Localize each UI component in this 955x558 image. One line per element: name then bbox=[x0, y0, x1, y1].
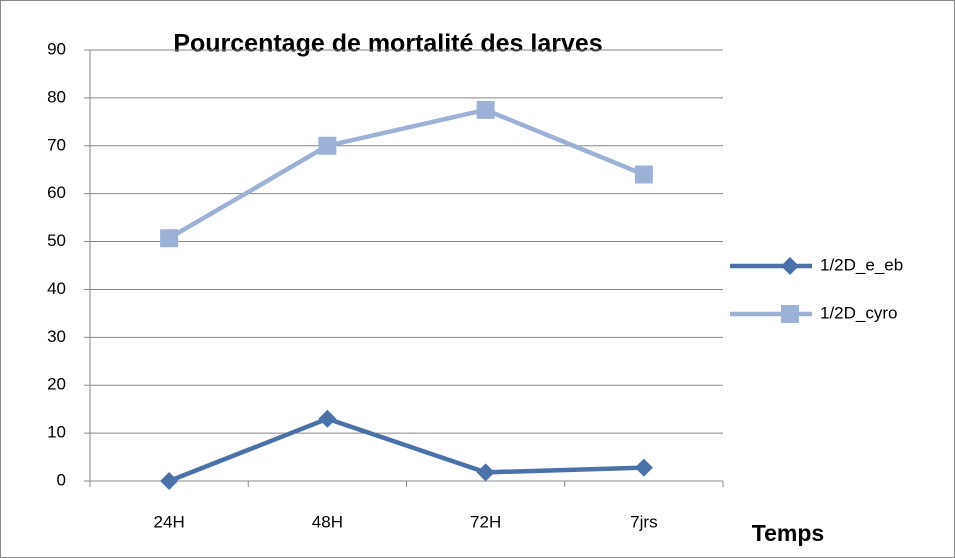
marker bbox=[160, 229, 179, 248]
marker bbox=[160, 472, 179, 490]
legend-label: 1/2D_cyro bbox=[820, 303, 897, 322]
y-tick-label: 10 bbox=[47, 423, 66, 442]
y-tick-label: 50 bbox=[47, 231, 66, 250]
line bbox=[168, 416, 644, 484]
marker bbox=[634, 458, 653, 477]
x-tick-label: 7jrs bbox=[630, 512, 657, 531]
marker bbox=[781, 305, 799, 323]
line bbox=[167, 107, 645, 241]
y-tick-label: 70 bbox=[47, 135, 66, 154]
y-tick-label: 30 bbox=[47, 327, 66, 346]
chart-title: Pourcentage de mortalité des larves bbox=[173, 30, 602, 58]
marker bbox=[476, 100, 495, 119]
y-tick-label: 80 bbox=[47, 87, 66, 106]
y-tick-label: 60 bbox=[47, 183, 66, 202]
marker bbox=[318, 409, 337, 428]
legend-label: 1/2D_e_eb bbox=[820, 255, 903, 274]
x-tick-label: 24H bbox=[154, 512, 185, 531]
marker bbox=[318, 136, 337, 155]
y-tick-label: 40 bbox=[47, 279, 66, 298]
y-tick-label: 90 bbox=[47, 39, 66, 58]
x-axis-title: Temps bbox=[752, 520, 824, 546]
y-tick-label: 20 bbox=[47, 375, 66, 394]
marker bbox=[476, 463, 495, 482]
x-tick-label: 72H bbox=[470, 512, 501, 531]
y-tick-label: 0 bbox=[57, 470, 66, 489]
marker bbox=[634, 165, 653, 184]
marker bbox=[781, 257, 799, 275]
x-tick-label: 48H bbox=[312, 512, 343, 531]
